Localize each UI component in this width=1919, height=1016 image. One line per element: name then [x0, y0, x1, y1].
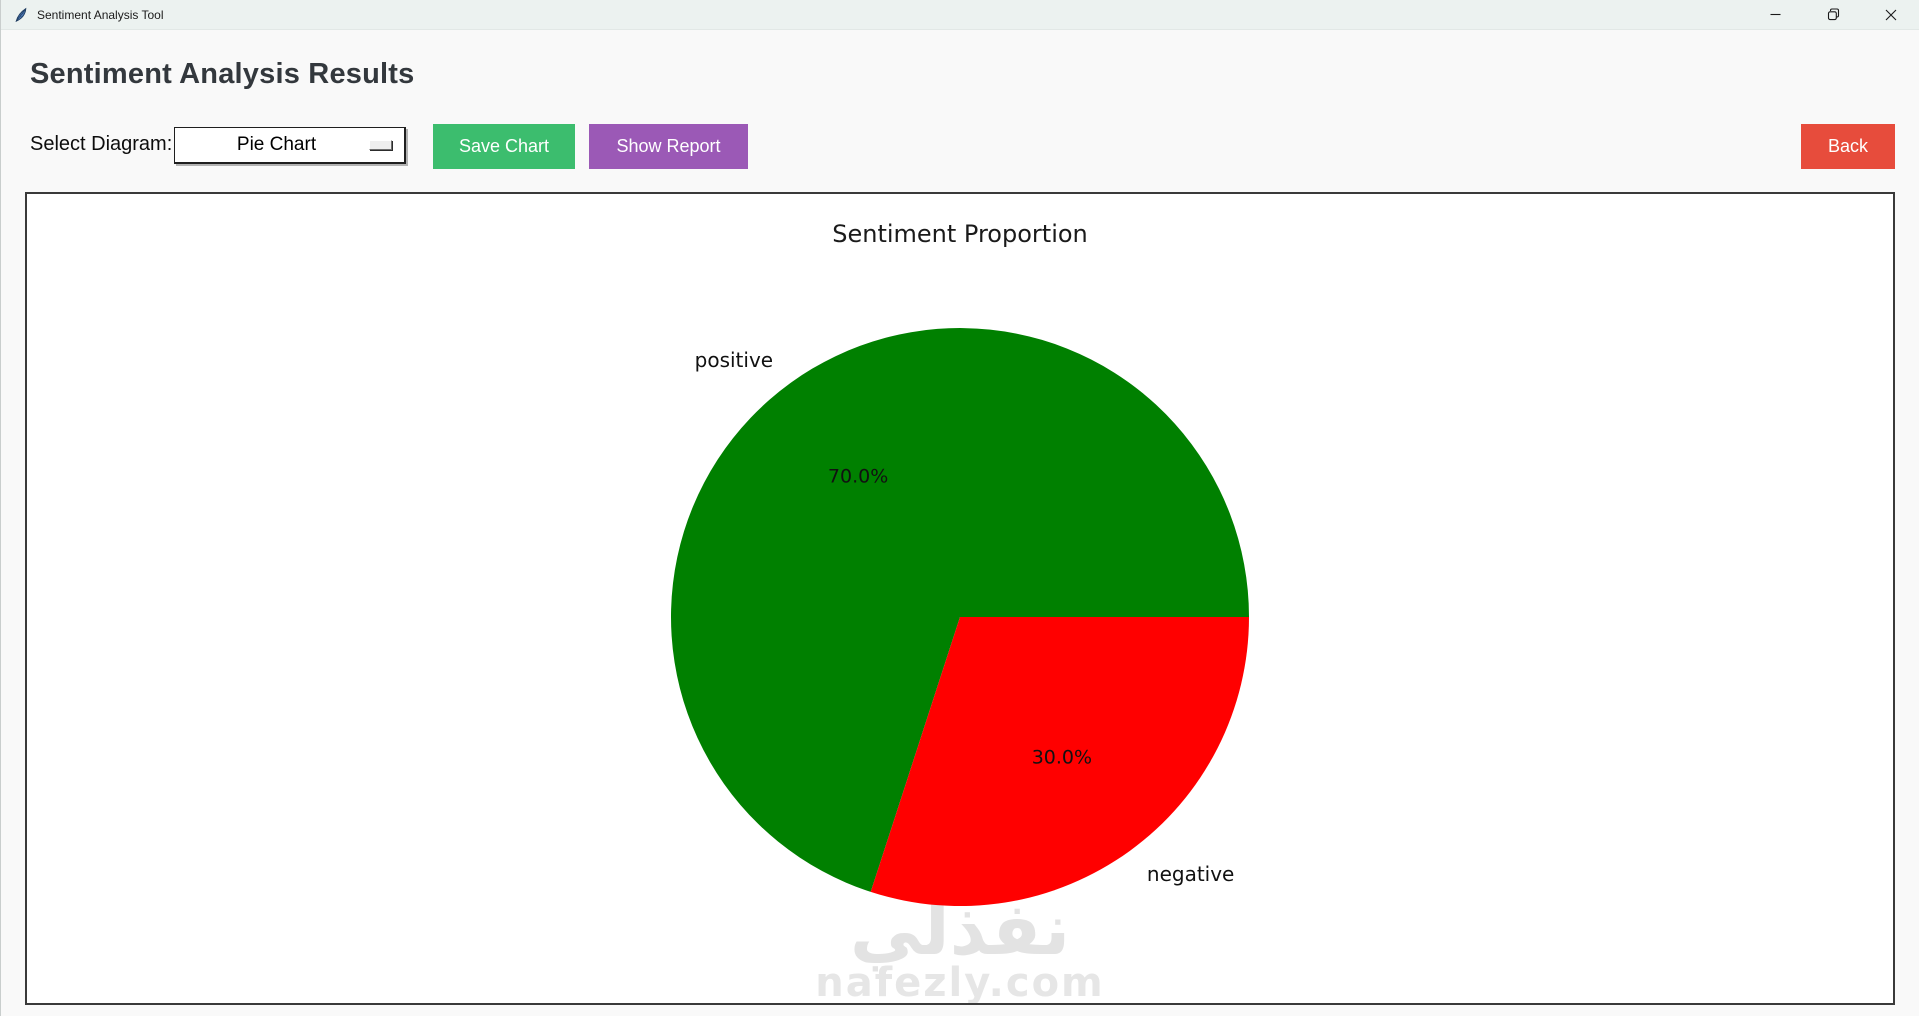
pie-slice-negative [870, 617, 1249, 907]
diagram-select-dropdown[interactable]: Pie Chart [174, 127, 406, 164]
diagram-select-value: Pie Chart [236, 134, 317, 155]
pie-label-positive: positive [695, 348, 773, 372]
save-chart-button[interactable]: Save Chart [433, 124, 575, 169]
maximize-restore-icon [1827, 8, 1839, 21]
show-report-button[interactable]: Show Report [589, 124, 748, 169]
window-titlebar: Sentiment Analysis Tool [1, 0, 1919, 30]
watermark-domain: nafezly.com [815, 960, 1105, 1005]
pie-label-negative: negative [1147, 862, 1234, 886]
dropdown-indicator-icon [369, 140, 392, 150]
page-title: Sentiment Analysis Results [30, 58, 415, 90]
back-button[interactable]: Back [1801, 124, 1895, 169]
close-icon [1885, 9, 1897, 20]
minimize-button[interactable] [1746, 0, 1804, 29]
window-title: Sentiment Analysis Tool [37, 7, 164, 22]
select-diagram-label: Select Diagram: [30, 133, 173, 155]
chart-canvas: نفذلي nafezly.com Sentiment Proportion p… [25, 192, 1895, 1005]
minimize-icon [1770, 13, 1780, 16]
pie-slice-positive [671, 328, 1249, 892]
window-controls [1746, 0, 1919, 29]
close-button[interactable] [1862, 0, 1919, 29]
maximize-restore-button[interactable] [1804, 0, 1862, 29]
tk-feather-icon[interactable] [13, 7, 29, 23]
pie-chart: positive 70.0% negative 30.0% [671, 328, 1249, 907]
pie-pct-positive: 70.0% [828, 466, 888, 488]
pie-pct-negative: 30.0% [1032, 746, 1092, 768]
chart-title: Sentiment Proportion [832, 220, 1088, 248]
